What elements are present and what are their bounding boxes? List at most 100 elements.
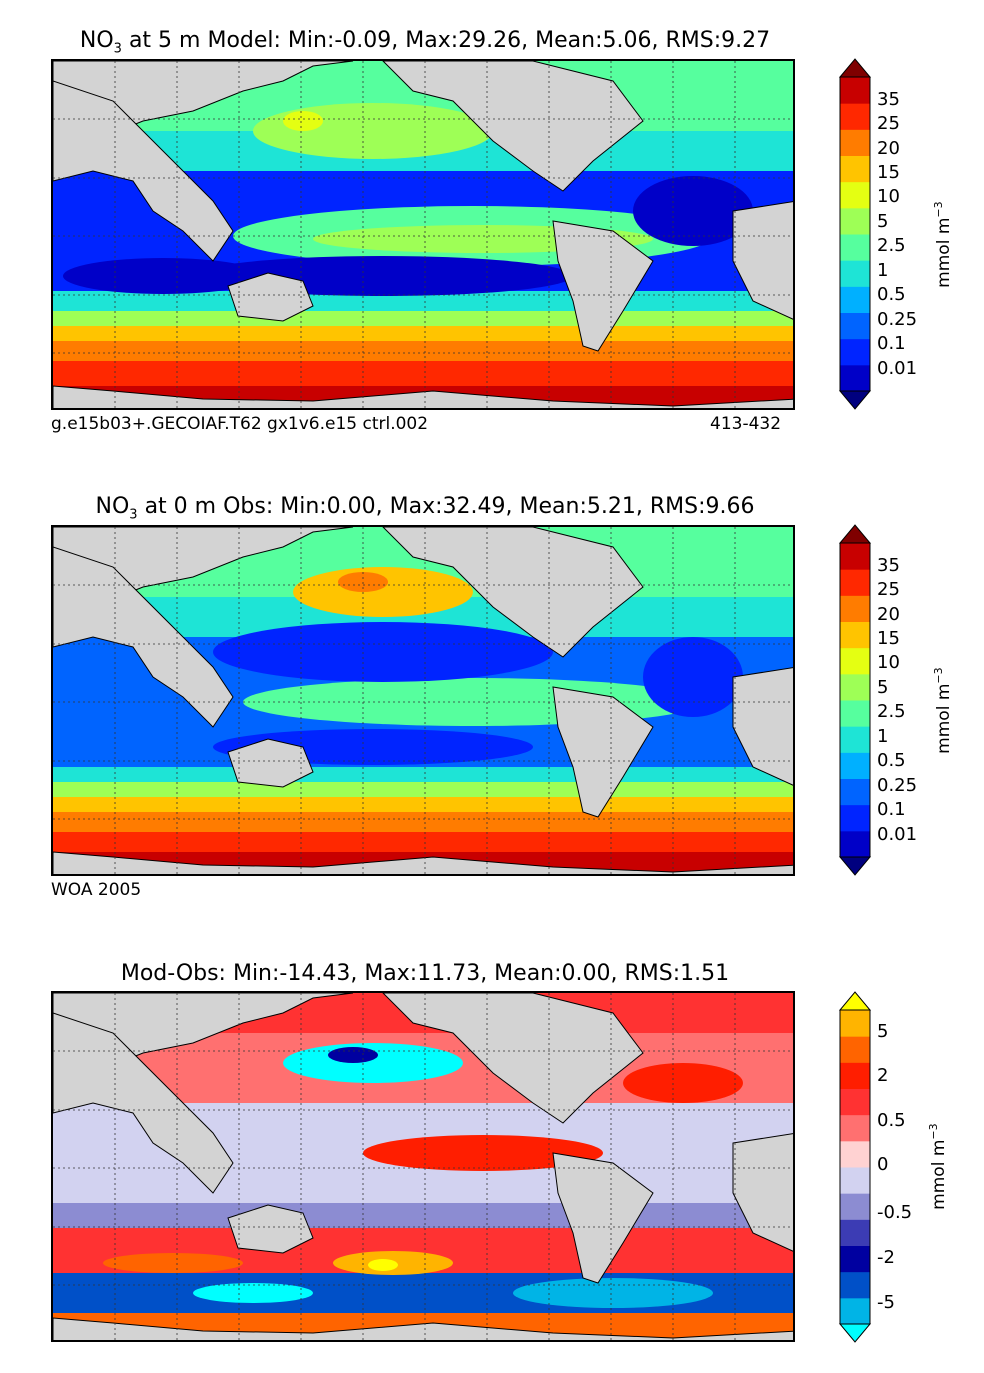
- colorbar-swatch: [840, 1062, 870, 1089]
- colorbar-tick: 0.5: [877, 284, 906, 305]
- colorbar-swatch: [840, 804, 870, 832]
- colorbar-swatch: [840, 1140, 870, 1168]
- map-feature: [513, 1278, 713, 1308]
- colorbar-swatch: [840, 338, 870, 366]
- land-australia: [227, 738, 314, 788]
- colorbar-swatch: [840, 155, 870, 183]
- colorbar-swatch: [840, 1297, 870, 1325]
- colorbar-extend-high: [838, 524, 872, 544]
- colorbar-swatch: [840, 1245, 870, 1273]
- colorbar-swatch: [840, 647, 870, 675]
- colorbar-swatch: [840, 234, 870, 261]
- colorbar-tick: 5: [877, 677, 889, 698]
- colorbar-tick: 0.5: [877, 1110, 906, 1131]
- map-band: [53, 311, 793, 326]
- colorbar-swatch: [840, 543, 870, 570]
- colorbar-tick: 10: [877, 186, 900, 207]
- colorbar-swatch: [840, 364, 870, 392]
- colorbar-swatch: [840, 569, 870, 596]
- land-antarctica: [53, 385, 793, 408]
- colorbar-swatch: [840, 207, 870, 235]
- colorbar-tick: 5: [877, 211, 889, 232]
- panel-diff: Mod-Obs: Min:-14.43, Max:11.73, Mean:0.0…: [0, 932, 984, 1373]
- map-band: [53, 361, 793, 386]
- map-feature: [363, 1135, 603, 1171]
- land-eurasia: [53, 546, 234, 728]
- panel-title: NO3 at 5 m Model: Min:-0.09, Max:29.26, …: [79, 28, 771, 57]
- land-north-america: [382, 993, 644, 1124]
- nitrate-diff-map: [51, 991, 795, 1342]
- colorbar-tick: 0.25: [877, 309, 918, 330]
- colorbar-tick: 25: [877, 579, 900, 600]
- colorbar-unit: mmol m−3: [932, 201, 954, 288]
- colorbar-swatch: [840, 103, 870, 130]
- colorbar-swatch: [840, 1088, 870, 1116]
- colorbar-swatch: [840, 181, 870, 209]
- colorbar-swatch: [840, 286, 870, 313]
- colorbar: [838, 524, 872, 876]
- colorbar-tick: 1: [877, 726, 889, 747]
- colorbar-tick: 20: [877, 138, 900, 159]
- obs-source: WOA 2005: [51, 880, 142, 900]
- colorbar-frame: [839, 1009, 871, 1325]
- map-feature: [103, 1253, 243, 1273]
- colorbar-tick: 20: [877, 604, 900, 625]
- map-band: [53, 341, 793, 361]
- colorbar-tick: -2: [877, 1247, 895, 1268]
- colorbar-tick: 15: [877, 162, 900, 183]
- colorbar-extend-low: [838, 390, 872, 410]
- colorbar-swatch: [840, 77, 870, 104]
- map-band: [53, 326, 793, 341]
- colorbar-swatch: [840, 1036, 870, 1063]
- map-band: [53, 797, 793, 812]
- land-africa: [732, 667, 793, 786]
- land-north-america: [382, 527, 644, 658]
- map-band: [53, 1203, 793, 1228]
- land-south-america: [552, 1152, 654, 1284]
- land-antarctica: [53, 851, 793, 874]
- panel-model: NO3 at 5 m Model: Min:-0.09, Max:29.26, …: [0, 0, 984, 460]
- colorbar-tick: 2.5: [877, 701, 906, 722]
- map-feature: [293, 567, 473, 617]
- colorbar-tick: 15: [877, 628, 900, 649]
- land-south-america: [552, 220, 654, 352]
- colorbar-swatch: [840, 726, 870, 753]
- map-feature: [328, 1047, 378, 1063]
- map-feature: [633, 176, 753, 246]
- colorbar-tick: 35: [877, 555, 900, 576]
- land-eurasia: [53, 1012, 234, 1194]
- colorbar-tick: 0.01: [877, 358, 918, 379]
- map-feature: [193, 1283, 313, 1303]
- map-feature: [213, 622, 553, 682]
- colorbar-tick: -0.5: [877, 1202, 913, 1223]
- colorbar-tick: 25: [877, 113, 900, 134]
- land-africa: [732, 1133, 793, 1252]
- colorbar: [838, 991, 872, 1343]
- colorbar-unit: mmol m−3: [927, 1123, 949, 1210]
- nitrate-model-map: [51, 59, 795, 410]
- land-africa: [732, 201, 793, 320]
- colorbar-unit: mmol m−3: [932, 667, 954, 754]
- map-band: [53, 767, 793, 782]
- land-north-america: [382, 61, 644, 192]
- land-eurasia: [53, 80, 234, 262]
- map-feature: [63, 258, 263, 294]
- colorbar-tick: 0.25: [877, 775, 918, 796]
- colorbar-tick: 10: [877, 652, 900, 673]
- colorbar-swatch: [840, 673, 870, 701]
- land-antarctica: [53, 1317, 793, 1340]
- colorbar-frame: [839, 542, 871, 858]
- year-range: 413-432: [710, 414, 782, 434]
- colorbar-extend-low: [838, 1323, 872, 1343]
- colorbar-tick: 0: [877, 1154, 889, 1175]
- map-band: [53, 832, 793, 852]
- colorbar-tick: -5: [877, 1292, 895, 1313]
- panel-title: Mod-Obs: Min:-14.43, Max:11.73, Mean:0.0…: [120, 961, 730, 986]
- colorbar: [838, 58, 872, 410]
- colorbar-swatch: [840, 1193, 870, 1220]
- colorbar-swatch: [840, 129, 870, 156]
- colorbar-tick: 35: [877, 89, 900, 110]
- map-feature: [253, 103, 493, 159]
- colorbar-swatch: [840, 621, 870, 649]
- colorbar-tick: 2: [877, 1065, 889, 1086]
